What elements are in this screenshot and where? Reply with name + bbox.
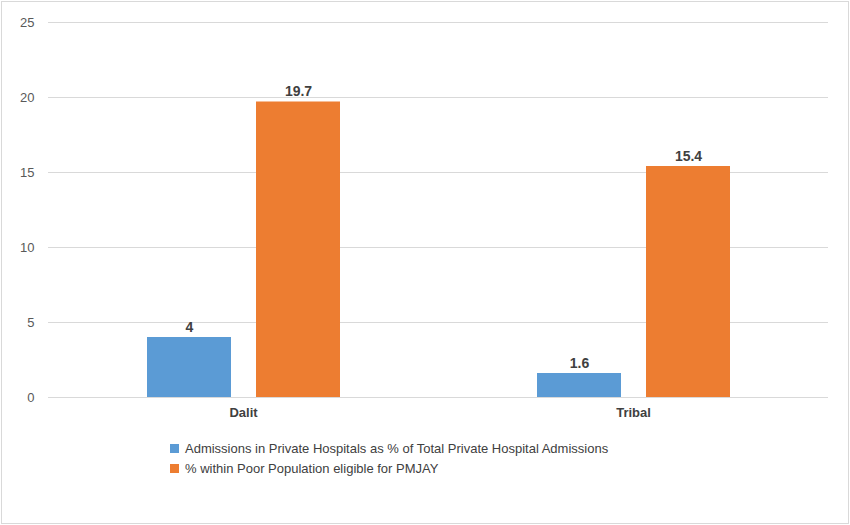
svg-text:Dalit: Dalit <box>229 405 258 420</box>
svg-text:4: 4 <box>186 319 194 335</box>
html-text:% within Poor Population eligi: % within Poor Population eligible for PM… <box>185 460 439 476</box>
svg-text:15.4: 15.4 <box>675 148 702 164</box>
svg-text:19.7: 19.7 <box>285 83 312 99</box>
svg-text:20: 20 <box>20 90 34 105</box>
svg-text:5: 5 <box>27 315 34 330</box>
svg-text:0: 0 <box>27 390 34 405</box>
html-text:Admissions in Private Hospital: Admissions in Private Hospitals as % of … <box>185 440 609 456</box>
svg-text:1.6: 1.6 <box>570 355 590 371</box>
svg-text:10: 10 <box>20 240 34 255</box>
svg-text:Tribal: Tribal <box>616 405 651 420</box>
svg-text:15: 15 <box>20 165 34 180</box>
svg-text:25: 25 <box>20 15 34 30</box>
